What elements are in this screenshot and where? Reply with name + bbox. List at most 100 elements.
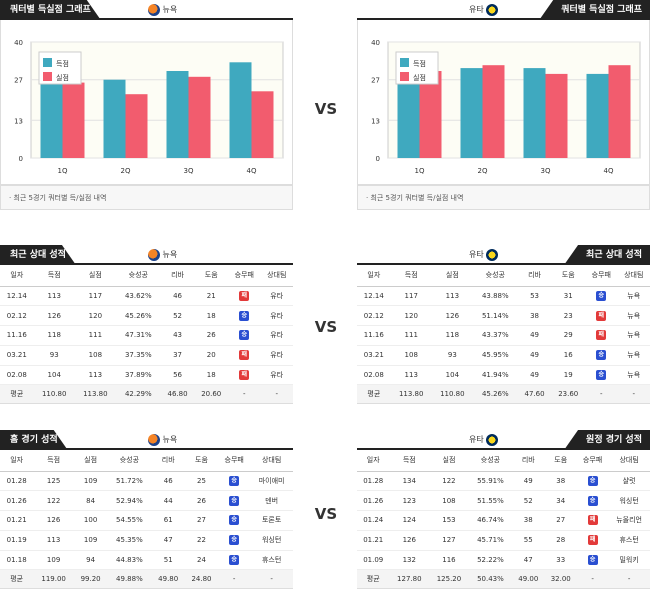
table-cell: 43.62% — [115, 286, 161, 307]
section-header: 홈 경기 성적 뉴욕 — [0, 430, 293, 450]
average-cell: 50.43% — [468, 569, 513, 590]
table-cell: 21 — [194, 286, 229, 307]
table-cell: 12.14 — [357, 286, 391, 307]
loss-badge-icon: 패 — [596, 330, 607, 341]
jazz-logo-icon — [486, 433, 499, 446]
column-header: 슛성공 — [107, 450, 152, 472]
table-header: 일자 득점 실점 슛성공 리바 도움 승무패 상대팀 — [0, 265, 293, 287]
table-cell: 01.28 — [0, 471, 34, 492]
vs-label: VS — [314, 318, 338, 336]
table-row: 01.21 126 100 54.55% 61 27 승 토론토 — [0, 510, 293, 531]
table-cell: 127 — [429, 530, 469, 551]
average-cell: - — [576, 569, 609, 590]
team-label: 뉴욕 — [148, 0, 177, 20]
legend-swatch — [400, 58, 409, 67]
y-tick-label: 13 — [371, 117, 380, 125]
table-row: 03.21 93 108 37.35% 37 20 패 유타 — [0, 345, 293, 366]
table-cell: 49 — [517, 365, 552, 386]
legend-label: 득점 — [413, 60, 426, 68]
table-cell: 116 — [429, 550, 469, 571]
average-cell: 45.26% — [472, 384, 518, 405]
table-cell: 54.55% — [107, 510, 152, 531]
table-cell: 46 — [151, 471, 185, 492]
y-tick-label: 40 — [14, 39, 23, 47]
table-cell: 94 — [73, 550, 108, 571]
bar-scored — [103, 79, 126, 158]
average-cell: 47.60 — [517, 384, 552, 405]
loss-badge-icon: 패 — [587, 535, 598, 546]
table-cell: 23 — [551, 305, 586, 327]
table-cell: 19 — [551, 365, 586, 386]
average-cell: 46.80 — [160, 384, 195, 405]
bar-scored — [166, 71, 189, 158]
section-title: 쿼터별 득실점 그래프 — [539, 0, 650, 20]
table-cell: 18 — [194, 305, 229, 327]
table-cell: 01.19 — [0, 530, 34, 551]
table-cell: 뉴욕 — [617, 365, 650, 386]
section-header: 유타 최근 상대 성적 — [357, 245, 650, 265]
bar-allowed — [251, 91, 274, 158]
loss-badge-icon: 패 — [587, 515, 598, 526]
table-cell: 43.37% — [472, 325, 518, 346]
table-cell: 47 — [151, 530, 185, 551]
table-cell: 122 — [429, 471, 469, 492]
table-cell: 29 — [551, 325, 586, 346]
table-cell: 28 — [544, 530, 577, 551]
table-cell: 126 — [431, 305, 473, 327]
table-cell: 뉴올리언 — [608, 510, 650, 531]
table-cell: 126 — [33, 305, 75, 327]
table-cell: 01.28 — [357, 471, 390, 492]
column-header: 승무패 — [585, 265, 618, 287]
table-cell: 113 — [33, 530, 74, 551]
average-cell: 평균 — [0, 569, 34, 590]
table-cell: 44 — [151, 490, 185, 512]
table-row: 02.08 104 113 37.89% 56 18 패 유타 — [0, 365, 293, 386]
average-cell: 평균 — [357, 569, 390, 590]
table-cell: 113 — [74, 365, 116, 386]
table-cell: 밀워키 — [608, 550, 650, 571]
quarter-chart: 0 13 27 40 1Q 2Q 3Q 4Q 득점 실점 — [0, 20, 293, 185]
table-cell: 125 — [33, 471, 74, 492]
right-quarter-panel: 유타 쿼터별 득실점 그래프 0 13 27 40 1Q 2Q 3Q 4Q 득점 실점 · 최근 … — [357, 0, 650, 210]
section-header: 쿼터별 득실점 그래프 뉴욕 — [0, 0, 293, 20]
legend-box — [38, 51, 82, 85]
bar-scored — [229, 62, 252, 158]
team-name: 유타 — [469, 250, 484, 259]
table-cell: 02.08 — [357, 365, 391, 386]
table-cell: 토론토 — [250, 510, 293, 531]
table-cell: 11.16 — [0, 325, 34, 346]
table-cell: 유타 — [260, 325, 293, 346]
column-header: 득점 — [389, 450, 430, 472]
column-header: 실점 — [429, 450, 469, 472]
table-cell: 38 — [512, 510, 545, 531]
team-name: 유타 — [469, 5, 484, 14]
column-header: 득점 — [390, 265, 432, 287]
table-cell: 46.74% — [468, 510, 513, 531]
chart-note: · 최근 5경기 쿼터별 득/실점 내역 — [357, 185, 650, 210]
table-row: 02.12 120 126 51.14% 38 23 패 뉴욕 — [357, 305, 650, 327]
table-cell: 51.72% — [107, 471, 152, 492]
table-header: 일자 득점 실점 슛성공 리바 도움 승무패 상대팀 — [0, 450, 293, 472]
table-cell: 109 — [73, 530, 108, 551]
average-cell: 49.00 — [512, 569, 545, 590]
result-cell: 승 — [576, 490, 609, 512]
table-cell: 26 — [184, 490, 219, 512]
win-badge-icon: 승 — [587, 495, 598, 506]
table-cell: 118 — [33, 325, 75, 346]
section-title: 최근 상대 성적 — [564, 245, 650, 265]
column-header: 승무패 — [228, 265, 261, 287]
legend-swatch — [400, 72, 409, 81]
section-title: 쿼터별 득실점 그래프 — [0, 0, 101, 20]
table-cell: 52.22% — [468, 550, 513, 571]
win-badge-icon: 승 — [239, 310, 250, 321]
bar-allowed — [62, 82, 85, 158]
knicks-logo-icon — [148, 433, 160, 446]
average-cell: 119.00 — [33, 569, 74, 590]
table-cell: 뉴욕 — [617, 286, 650, 307]
table-row: 02.08 113 104 41.94% 49 19 승 뉴욕 — [357, 365, 650, 386]
legend-swatch — [43, 58, 52, 67]
column-header: 상대팀 — [608, 450, 650, 472]
table-cell: 01.24 — [357, 510, 390, 531]
table-cell: 43 — [160, 325, 195, 346]
